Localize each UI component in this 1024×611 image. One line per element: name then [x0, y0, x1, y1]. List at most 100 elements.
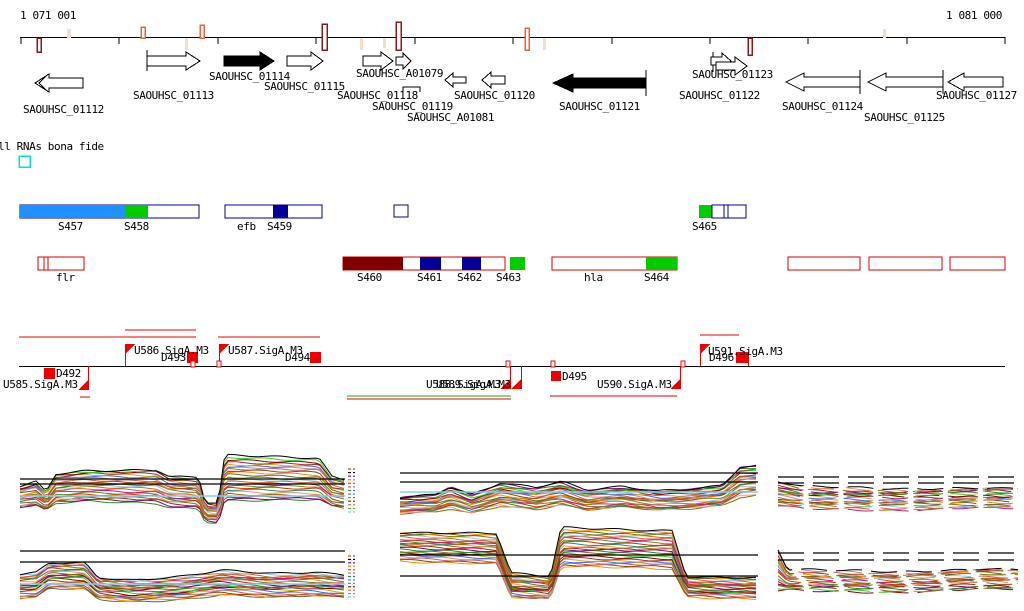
gene-arrow-saouhsc-01119[interactable]: [444, 71, 467, 89]
ruler-mark[interactable]: [140, 26, 146, 39]
feature-label-d494: D494: [285, 351, 310, 364]
gene-label-saouhsc-01119: SAOUHSC_01119: [372, 100, 453, 113]
srna-box-s461[interactable]: [420, 257, 441, 270]
srna-label-s458: S458: [124, 220, 149, 233]
srna-label-s459: S459: [267, 220, 292, 233]
ruler-mark[interactable]: [395, 21, 402, 51]
gene-arrow-saouhsc-01118[interactable]: [395, 51, 412, 71]
srna-box-s460[interactable]: [343, 257, 403, 270]
feature-label-d492: D492: [56, 367, 81, 380]
srna-label-s464: S464: [644, 271, 669, 284]
promoter-flag-u586-head[interactable]: [125, 344, 135, 354]
promoter-flag-u585-head[interactable]: [78, 380, 88, 390]
axis-mark: [505, 360, 511, 368]
gene-arrow-saouhsc-01112[interactable]: [34, 73, 84, 93]
gene-arrow-saouhsc-01120[interactable]: [481, 70, 506, 90]
srna-box-right-2[interactable]: [868, 256, 943, 271]
gene-arrow-saouhsc-a01079[interactable]: [362, 51, 394, 71]
ruler-mark[interactable]: [524, 27, 530, 51]
feature-label-u588: U588.SigA.M3: [426, 378, 501, 391]
srna-label-s457: S457: [58, 220, 83, 233]
track-title: ll RNAs bona fide: [0, 140, 104, 153]
srna-box-s458[interactable]: [125, 205, 148, 218]
terminator-box-d493[interactable]: [187, 352, 198, 363]
gene-label-saouhsc-01121: SAOUHSC_01121: [559, 100, 640, 113]
feature-track: [19, 329, 1005, 400]
ruler-mark[interactable]: [747, 37, 753, 56]
srna-box-s462[interactable]: [462, 257, 481, 270]
gene-arrow-saouhsc-01127[interactable]: [946, 72, 1004, 92]
gene-arrow-saouhsc-01114[interactable]: [223, 51, 275, 71]
promoter-flag-u591-head[interactable]: [700, 344, 710, 354]
ruler-mark[interactable]: [199, 24, 205, 39]
feature-label-u586: U586.SigA.M3: [134, 344, 209, 357]
srna-box-s457[interactable]: [20, 205, 125, 218]
gene-label-saouhsc-01124: SAOUHSC_01124: [782, 100, 863, 113]
srna-label-s461: S461: [417, 271, 442, 284]
srna-box-s464[interactable]: [646, 257, 677, 270]
ruler-marks[interactable]: [36, 21, 886, 56]
srna-label-s465: S465: [692, 220, 717, 233]
axis-mark: [680, 360, 686, 368]
terminator-box-d494[interactable]: [310, 352, 321, 363]
gene-arrow-saouhsc-01122[interactable]: [715, 56, 748, 76]
ruler-mark[interactable]: [67, 29, 71, 38]
feature-label-u590: U590.SigA.M3: [597, 378, 672, 391]
axis-mark: [216, 360, 222, 368]
track-legend-swatch[interactable]: [18, 155, 31, 168]
srna-box-s459[interactable]: [273, 205, 288, 218]
terminator-box-d492[interactable]: [44, 368, 55, 379]
terminator-box-d495[interactable]: [551, 371, 561, 381]
ruler-mark[interactable]: [36, 37, 42, 53]
gene-label-saouhsc-01113: SAOUHSC_01113: [133, 89, 214, 102]
srna-box-right-1[interactable]: [787, 256, 861, 271]
srna-label-s460: S460: [357, 271, 382, 284]
feature-label-u587: U587.SigA.M3: [228, 344, 303, 357]
promoter-flag-u589-head[interactable]: [511, 379, 521, 389]
srna-label-efb: efb: [237, 220, 256, 233]
promoter-flag-u588-head[interactable]: [500, 379, 510, 389]
srna-box-s463[interactable]: [510, 257, 525, 270]
srna-label-s462: S462: [457, 271, 482, 284]
srna-row-1: [19, 204, 747, 219]
axis-mark: [190, 360, 196, 368]
gene-label-saouhsc-01115: SAOUHSC_01115: [264, 80, 345, 93]
srna-label-flr: flr: [56, 271, 75, 284]
ruler-mark[interactable]: [321, 23, 328, 51]
srna-box-flr[interactable]: [37, 256, 85, 271]
ruler: [20, 37, 1006, 44]
axis-mark: [550, 360, 556, 368]
feature-label-u585: U585.SigA.M3: [3, 378, 78, 391]
gene-label-saouhsc-01122: SAOUHSC_01122: [679, 89, 760, 102]
promoter-flag-u587-head[interactable]: [219, 344, 229, 354]
gene-label-saouhsc-01127: SAOUHSC_01127: [936, 89, 1017, 102]
ruler-mark[interactable]: [883, 29, 886, 38]
feature-label-u591: U591.SigA.M3: [708, 345, 783, 358]
srna-box-s465-group[interactable]: [711, 204, 747, 219]
ruler-mark[interactable]: [543, 38, 546, 50]
gene-label-saouhsc-a01079: SAOUHSC_A01079: [356, 67, 444, 80]
gene-label-saouhsc-01125: SAOUHSC_01125: [864, 111, 945, 124]
ruler-mark[interactable]: [185, 38, 188, 50]
srna-box-s465[interactable]: [699, 205, 712, 218]
ruler-end-label: 1 081 000: [946, 9, 1003, 22]
ruler-mark[interactable]: [383, 38, 386, 48]
srna-row-2: [37, 256, 1006, 271]
feature-label-d493: D493: [161, 351, 186, 364]
terminator-box-d496[interactable]: [736, 352, 748, 363]
gene-glyph-saouhsc-a01081[interactable]: [402, 86, 421, 92]
srna-box-small[interactable]: [393, 204, 409, 218]
srna-box-right-3[interactable]: [949, 256, 1006, 271]
gene-label-saouhsc-01114: SAOUHSC_01114: [209, 70, 290, 83]
ruler-mark[interactable]: [360, 38, 363, 50]
promoter-flag-u590-head[interactable]: [670, 379, 680, 389]
ruler-start-label: 1 071 001: [20, 9, 77, 22]
gene-label-saouhsc-01120: SAOUHSC_01120: [454, 89, 535, 102]
gene-label-saouhsc-01123: SAOUHSC_01123: [692, 68, 773, 81]
gene-arrow-saouhsc-01113[interactable]: [146, 51, 201, 71]
feature-label-d495: D495: [562, 370, 587, 383]
gene-arrow-saouhsc-01115[interactable]: [286, 51, 324, 71]
